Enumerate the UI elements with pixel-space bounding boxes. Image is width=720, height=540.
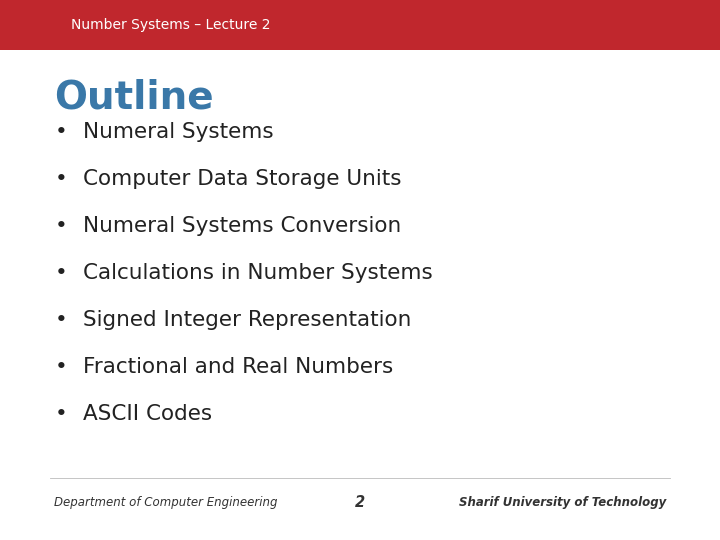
Text: •: • xyxy=(55,357,68,377)
Text: •: • xyxy=(55,122,68,143)
Text: Outline: Outline xyxy=(54,78,214,116)
Text: Signed Integer Representation: Signed Integer Representation xyxy=(83,310,411,330)
Text: •: • xyxy=(55,310,68,330)
Text: Numeral Systems: Numeral Systems xyxy=(83,122,274,143)
FancyBboxPatch shape xyxy=(0,0,720,50)
Text: •: • xyxy=(55,263,68,284)
Text: •: • xyxy=(55,404,68,424)
FancyBboxPatch shape xyxy=(0,0,63,50)
Text: 2: 2 xyxy=(355,495,365,510)
Text: ASCII Codes: ASCII Codes xyxy=(83,404,212,424)
Text: •: • xyxy=(55,169,68,190)
Text: •: • xyxy=(55,216,68,237)
Text: Numeral Systems Conversion: Numeral Systems Conversion xyxy=(83,216,401,237)
Text: Sharif University of Technology: Sharif University of Technology xyxy=(459,496,666,509)
Text: Number Systems – Lecture 2: Number Systems – Lecture 2 xyxy=(71,18,270,32)
Text: Computer Data Storage Units: Computer Data Storage Units xyxy=(83,169,401,190)
Text: Fractional and Real Numbers: Fractional and Real Numbers xyxy=(83,357,393,377)
Text: Calculations in Number Systems: Calculations in Number Systems xyxy=(83,263,433,284)
Text: Department of Computer Engineering: Department of Computer Engineering xyxy=(54,496,277,509)
